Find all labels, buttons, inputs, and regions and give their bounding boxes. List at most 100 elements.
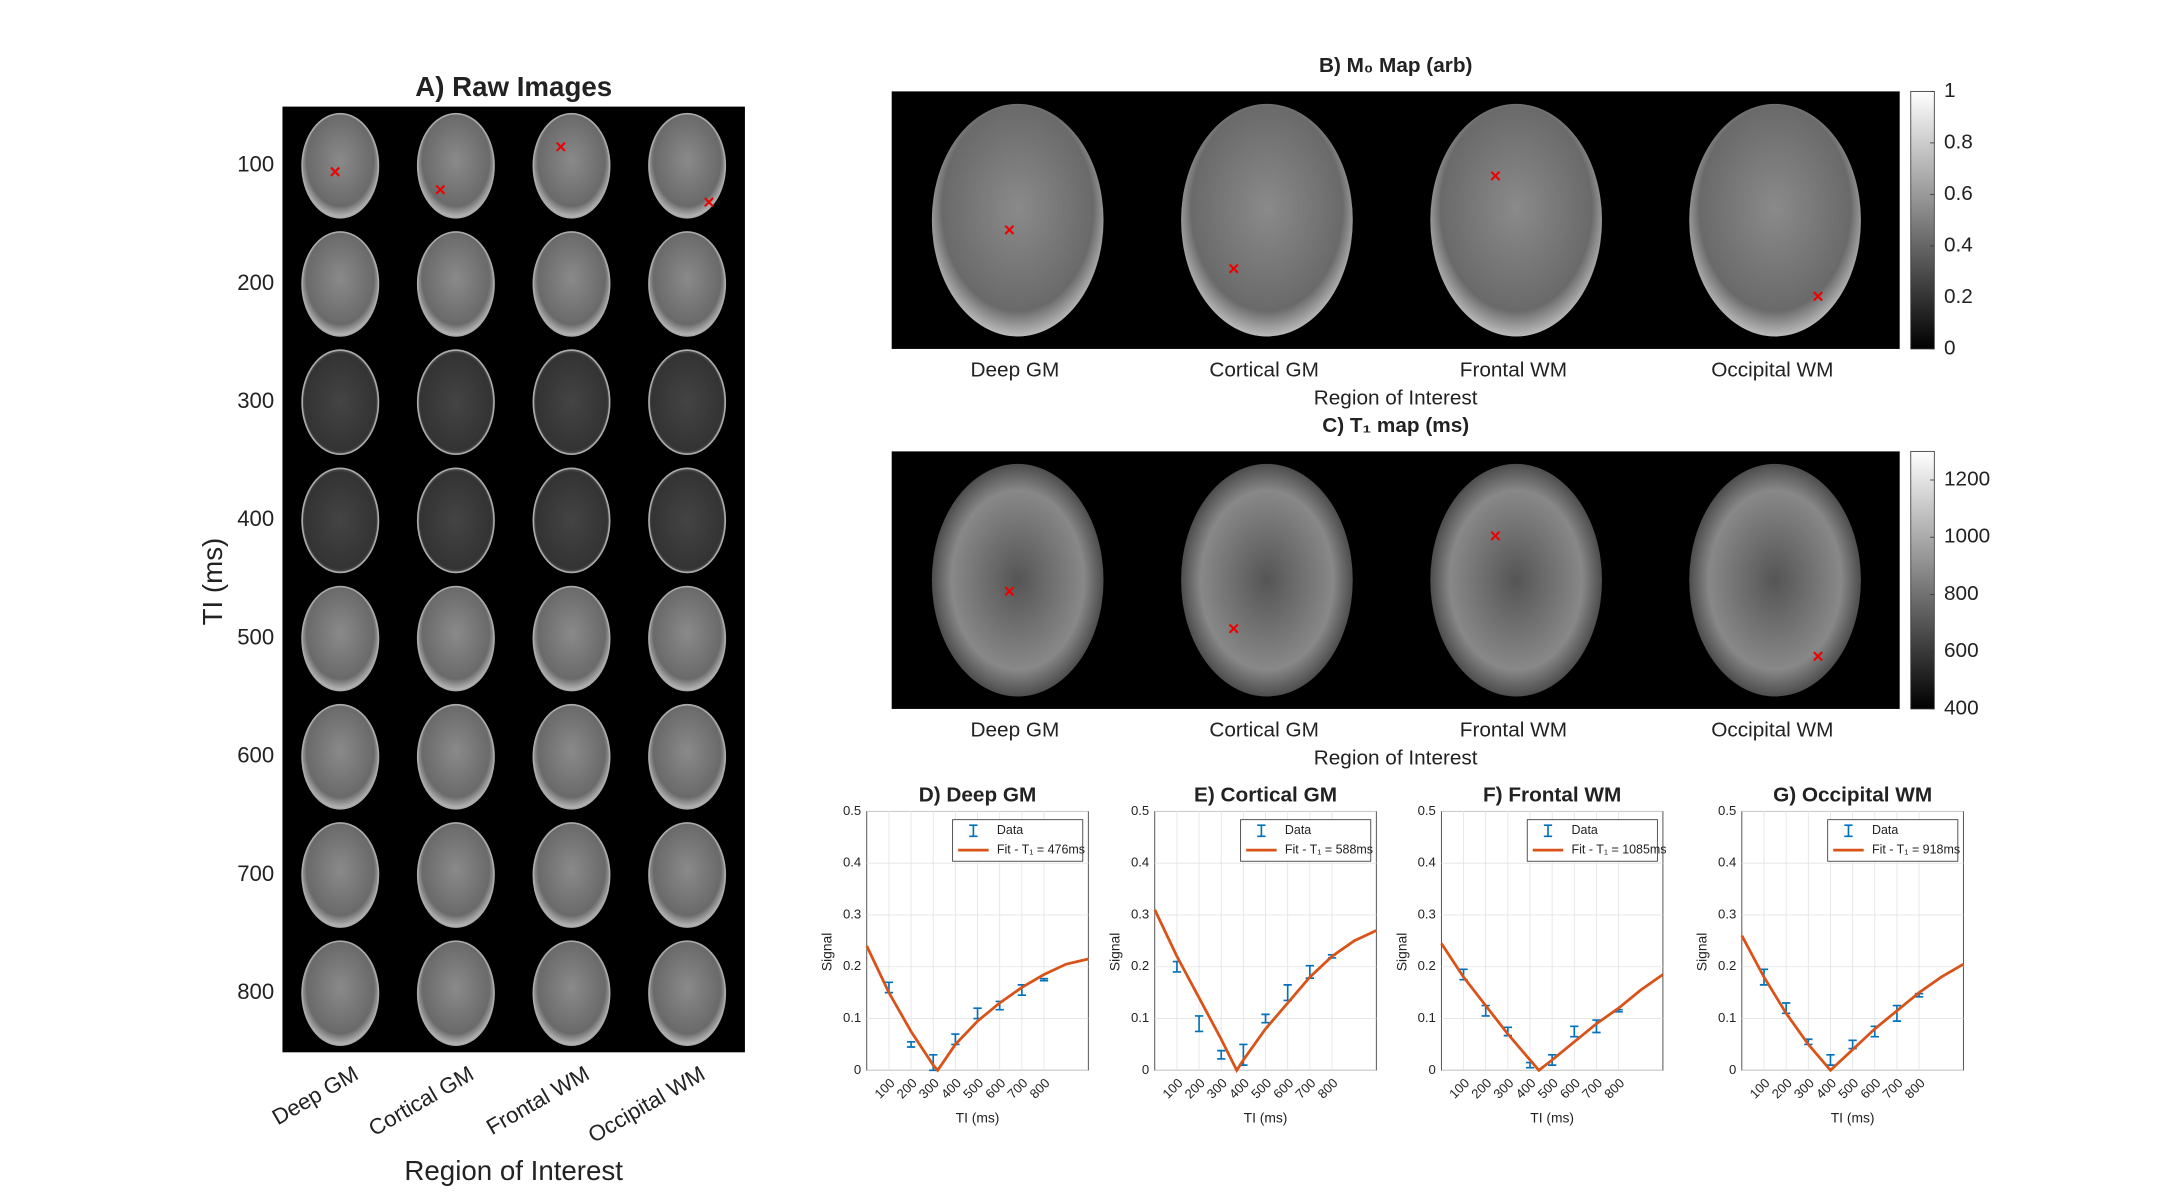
brain-image xyxy=(532,585,611,692)
error-bar xyxy=(1217,1049,1226,1060)
roi-marker xyxy=(1813,651,1823,662)
y-axis-label: Signal xyxy=(819,933,835,971)
legend-label: Data xyxy=(1872,823,1898,837)
column-label: Frontal WM xyxy=(482,1061,594,1140)
category-label: Occipital WM xyxy=(1711,719,1833,742)
x-tick-label: 800 xyxy=(1027,1075,1053,1101)
x-axis-label: TI (ms) xyxy=(956,1109,1000,1125)
panel-title: C) T₁ map (ms) xyxy=(1322,414,1469,437)
legend-label: Fit - T₁ = 588ms xyxy=(1285,842,1373,856)
category-label: Deep GM xyxy=(971,719,1060,742)
brain-image xyxy=(416,349,495,455)
column-label: Occipital WM xyxy=(584,1061,709,1148)
y-tick-label: 0 xyxy=(1729,1062,1736,1077)
y-tick-label: 0.1 xyxy=(1718,1010,1736,1025)
brain-image xyxy=(301,231,380,337)
legend-swatch xyxy=(1543,824,1553,838)
y-tick-label: 0.1 xyxy=(1418,1010,1436,1025)
colorbar-tick-label: 0 xyxy=(1944,336,1956,359)
fit-line xyxy=(865,945,1089,1073)
y-tick-label: 0.5 xyxy=(1718,803,1736,818)
y-tick-label: 0.5 xyxy=(843,803,861,818)
x-tick-label: 700 xyxy=(1004,1075,1030,1101)
error-bar xyxy=(1570,1025,1579,1038)
y-tick-label: 0.5 xyxy=(1418,803,1436,818)
fit-line xyxy=(1153,909,1377,1074)
x-tick-label: 200 xyxy=(894,1075,920,1101)
fit-line xyxy=(1440,942,1664,1073)
fit-line xyxy=(1740,935,1965,1073)
x-tick-label: 400 xyxy=(1513,1075,1539,1101)
brain-image xyxy=(648,112,727,219)
legend-swatch xyxy=(969,824,978,838)
brain-image xyxy=(648,231,727,337)
error-bar xyxy=(1892,1004,1902,1022)
x-tick-label: 400 xyxy=(1226,1075,1252,1101)
x-tick-label: 500 xyxy=(1835,1075,1861,1101)
row-label: 300 xyxy=(237,388,274,413)
legend-label: Fit - T₁ = 1085ms xyxy=(1572,842,1667,856)
x-axis-label: TI (ms) xyxy=(1530,1109,1574,1125)
y-tick-label: 0.4 xyxy=(1718,855,1736,870)
y-tick-label: 0 xyxy=(1429,1062,1436,1077)
x-tick-label: 100 xyxy=(1446,1075,1472,1101)
brain-image xyxy=(416,822,495,928)
colorbar-tick-label: 1 xyxy=(1944,79,1956,102)
y-axis-label: Signal xyxy=(1107,933,1123,971)
x-tick-label: 800 xyxy=(1315,1075,1341,1101)
brain-map xyxy=(1430,103,1602,337)
category-label: Occipital WM xyxy=(1711,359,1833,382)
y-axis-label: TI (ms) xyxy=(197,538,228,626)
row-label: 400 xyxy=(237,506,274,531)
brain-image xyxy=(416,231,495,337)
legend xyxy=(1526,819,1658,862)
roi-marker xyxy=(1813,291,1823,302)
brain-image xyxy=(301,349,380,455)
x-tick-label: 300 xyxy=(1204,1075,1230,1101)
brain-image xyxy=(532,822,611,928)
y-tick-label: 0.1 xyxy=(843,1010,861,1025)
brain-image xyxy=(648,703,727,810)
category-label: Cortical GM xyxy=(1209,359,1319,382)
x-tick-label: 100 xyxy=(872,1075,898,1101)
roi-marker xyxy=(1004,224,1015,235)
colorbar-tick-label: 1000 xyxy=(1944,525,1990,548)
column-label: Deep GM xyxy=(268,1061,363,1130)
brain-image xyxy=(532,112,611,219)
brain-image xyxy=(301,940,380,1047)
brain-image xyxy=(416,585,495,692)
legend-label: Data xyxy=(997,823,1023,837)
legend-label: Data xyxy=(1572,823,1598,837)
y-tick-label: 0.3 xyxy=(1131,906,1149,921)
x-tick-label: 300 xyxy=(1490,1075,1516,1101)
row-label: 700 xyxy=(237,861,274,886)
error-bar xyxy=(1039,977,1049,982)
x-tick-label: 700 xyxy=(1292,1075,1318,1101)
x-tick-label: 200 xyxy=(1769,1075,1795,1101)
brain-image xyxy=(532,349,611,455)
brain-image xyxy=(648,467,727,574)
x-tick-label: 100 xyxy=(1160,1075,1186,1101)
y-tick-label: 0.3 xyxy=(1718,906,1736,921)
x-tick-label: 200 xyxy=(1182,1075,1208,1101)
x-tick-label: 100 xyxy=(1747,1075,1773,1101)
brain-image xyxy=(648,585,727,692)
y-tick-label: 0 xyxy=(854,1062,861,1077)
category-label: Frontal WM xyxy=(1460,359,1567,382)
panel-title: A) Raw Images xyxy=(415,71,612,102)
brain-image xyxy=(416,703,495,810)
colorbar xyxy=(1910,450,1935,710)
x-axis-label: Region of Interest xyxy=(1314,746,1478,769)
x-tick-label: 600 xyxy=(982,1075,1008,1101)
colorbar-tick-label: 800 xyxy=(1944,582,1979,605)
category-label: Frontal WM xyxy=(1460,719,1567,742)
legend xyxy=(1827,819,1959,862)
x-tick-label: 600 xyxy=(1857,1075,1883,1101)
y-tick-label: 0.3 xyxy=(1418,906,1436,921)
y-tick-label: 0.5 xyxy=(1131,803,1149,818)
legend xyxy=(952,819,1084,862)
y-tick-label: 0.1 xyxy=(1131,1010,1149,1025)
colorbar-tick-label: 1200 xyxy=(1944,467,1990,490)
